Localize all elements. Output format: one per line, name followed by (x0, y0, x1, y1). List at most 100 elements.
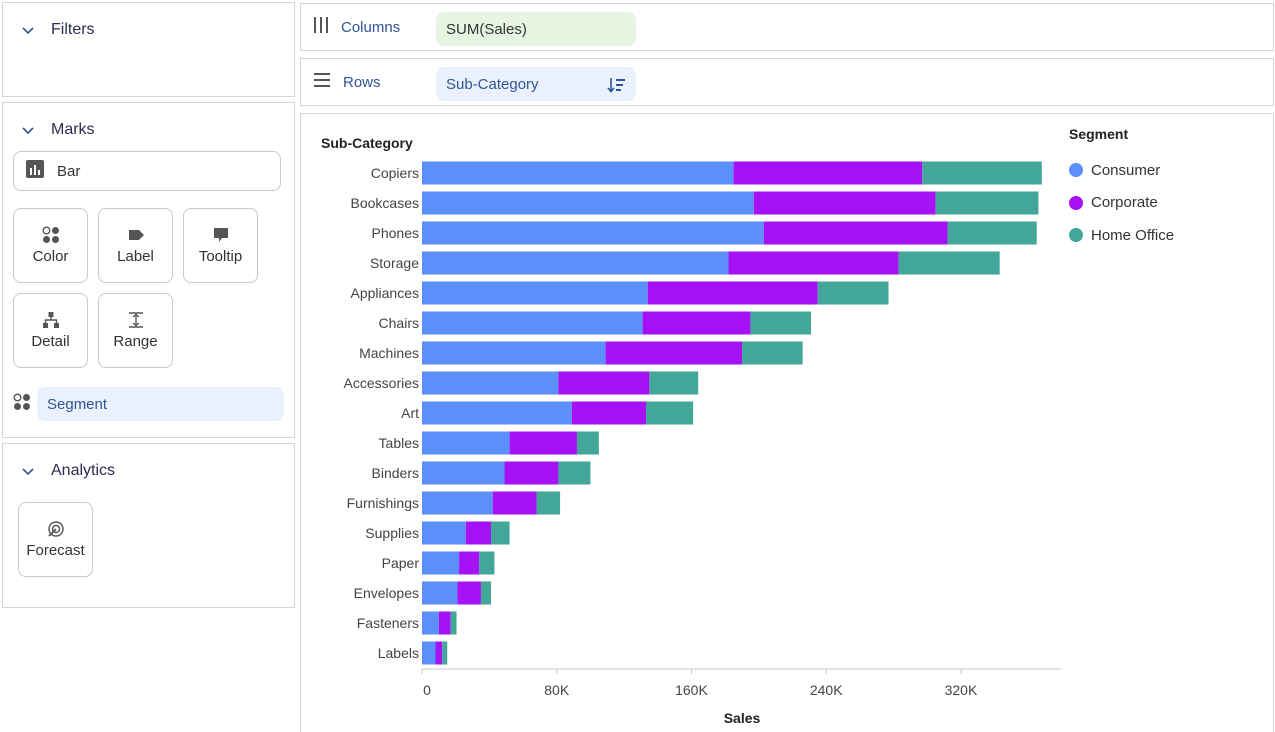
bar-home-office[interactable] (479, 551, 495, 575)
bar-consumer[interactable] (422, 401, 572, 425)
bar-home-office[interactable] (442, 641, 448, 665)
bar-home-office[interactable] (576, 431, 599, 455)
bar-consumer[interactable] (422, 611, 439, 635)
rows-shelf-label: Rows (313, 59, 381, 105)
bar-home-office[interactable] (558, 461, 591, 485)
bar-consumer[interactable] (422, 341, 606, 365)
y-axis-title: Sub-Category (321, 135, 413, 151)
forecast-card-label: Forecast (26, 542, 85, 559)
rows-field-pill[interactable]: Sub-Category (436, 67, 636, 101)
rows-icon (313, 72, 331, 92)
y-tick-label: Chairs (379, 315, 419, 331)
bar-corporate[interactable] (465, 521, 492, 545)
bar-corporate[interactable] (438, 611, 451, 635)
y-tick-label: Appliances (351, 285, 420, 301)
bar-home-office[interactable] (817, 281, 889, 305)
y-tick-label: Furnishings (347, 495, 419, 511)
legend-item-corporate[interactable]: Corporate (1069, 187, 1174, 220)
bar-corporate[interactable] (571, 401, 646, 425)
bar-consumer[interactable] (422, 641, 436, 665)
bar-corporate[interactable] (509, 431, 577, 455)
bar-consumer[interactable] (422, 221, 764, 245)
range-card-label: Range (113, 333, 158, 350)
bar-home-office[interactable] (947, 221, 1037, 245)
bar-consumer[interactable] (422, 311, 643, 335)
stacked-bar-chart: Sub-Category Copiers Bookcases Phones Storag… (321, 135, 1061, 726)
y-tick-label: Phones (372, 225, 419, 241)
color-field-pill[interactable]: Segment (37, 387, 284, 421)
chevron-down-icon[interactable] (21, 464, 35, 478)
bar-corporate[interactable] (605, 341, 742, 365)
bar-consumer[interactable] (422, 431, 510, 455)
bar-home-office[interactable] (922, 161, 1042, 185)
columns-label: Columns (341, 18, 401, 36)
sort-descending-icon[interactable] (606, 76, 626, 98)
y-tick-label: Bookcases (351, 195, 419, 211)
legend-label: Home Office (1091, 226, 1175, 244)
chart-panel: Sub-Category Copiers Bookcases Phones Storag… (300, 113, 1274, 732)
legend-swatch (1069, 163, 1083, 178)
columns-icon (313, 16, 329, 38)
bar-corporate[interactable] (504, 461, 559, 485)
bar-corporate[interactable] (647, 281, 818, 305)
bar-corporate[interactable] (457, 581, 481, 605)
bar-consumer[interactable] (422, 371, 559, 395)
legend-item-home-office[interactable]: Home Office (1069, 219, 1174, 252)
analytics-header[interactable]: Analytics (21, 462, 115, 480)
tooltip-card-label: Tooltip (198, 248, 243, 265)
legend-swatch (1069, 195, 1083, 210)
chevron-down-icon[interactable] (21, 23, 35, 37)
bar-consumer[interactable] (422, 461, 505, 485)
legend-label: Consumer (1091, 161, 1161, 179)
bar-consumer[interactable] (422, 251, 729, 275)
detail-card[interactable]: Detail (13, 293, 88, 368)
bar-consumer[interactable] (422, 521, 466, 545)
analytics-panel: Analytics Forecast (2, 443, 295, 608)
range-card[interactable]: Range (98, 293, 173, 368)
bar-home-office[interactable] (750, 311, 812, 335)
x-tick-label: 320K (945, 682, 978, 698)
bar-home-office[interactable] (480, 581, 492, 605)
mark-type-dropdown[interactable]: Bar (13, 151, 281, 191)
bar-corporate[interactable] (642, 311, 751, 335)
bar-home-office[interactable] (898, 251, 1000, 275)
bar-consumer[interactable] (422, 581, 458, 605)
columns-field-pill[interactable]: SUM(Sales) (436, 12, 636, 46)
bar-consumer[interactable] (422, 281, 648, 305)
legend-label: Corporate (1091, 194, 1158, 212)
forecast-card[interactable]: Forecast (18, 502, 93, 577)
bar-corporate[interactable] (558, 371, 650, 395)
tooltip-card[interactable]: Tooltip (183, 208, 258, 283)
legend: Segment Consumer Corporate Home Office (1069, 126, 1174, 252)
chevron-down-icon[interactable] (21, 123, 35, 137)
bar-corporate[interactable] (459, 551, 480, 575)
bar-home-office[interactable] (536, 491, 561, 515)
marks-header[interactable]: Marks (21, 121, 95, 139)
bar-corporate[interactable] (733, 161, 923, 185)
color-card-label: Color (32, 248, 69, 265)
bar-home-office[interactable] (935, 191, 1039, 215)
x-tick-label: 0 (423, 682, 431, 698)
bar-consumer[interactable] (422, 491, 493, 515)
speech-bubble-icon (212, 226, 230, 244)
legend-title: Segment (1069, 126, 1129, 142)
bar-home-office[interactable] (450, 611, 457, 635)
legend-item-consumer[interactable]: Consumer (1069, 154, 1174, 187)
bar-consumer[interactable] (422, 161, 734, 185)
bar-corporate[interactable] (435, 641, 443, 665)
bar-corporate[interactable] (753, 191, 936, 215)
filters-header[interactable]: Filters (21, 21, 95, 39)
bar-corporate[interactable] (763, 221, 948, 245)
bar-corporate[interactable] (492, 491, 537, 515)
bar-home-office[interactable] (649, 371, 699, 395)
detail-card-label: Detail (31, 333, 70, 350)
bar-home-office[interactable] (491, 521, 510, 545)
bar-home-office[interactable] (646, 401, 694, 425)
bar-chart-icon (25, 159, 45, 183)
bar-home-office[interactable] (742, 341, 803, 365)
bar-corporate[interactable] (728, 251, 899, 275)
color-card[interactable]: Color (13, 208, 88, 283)
bar-consumer[interactable] (422, 191, 754, 215)
bar-consumer[interactable] (422, 551, 460, 575)
label-card[interactable]: Label (98, 208, 173, 283)
